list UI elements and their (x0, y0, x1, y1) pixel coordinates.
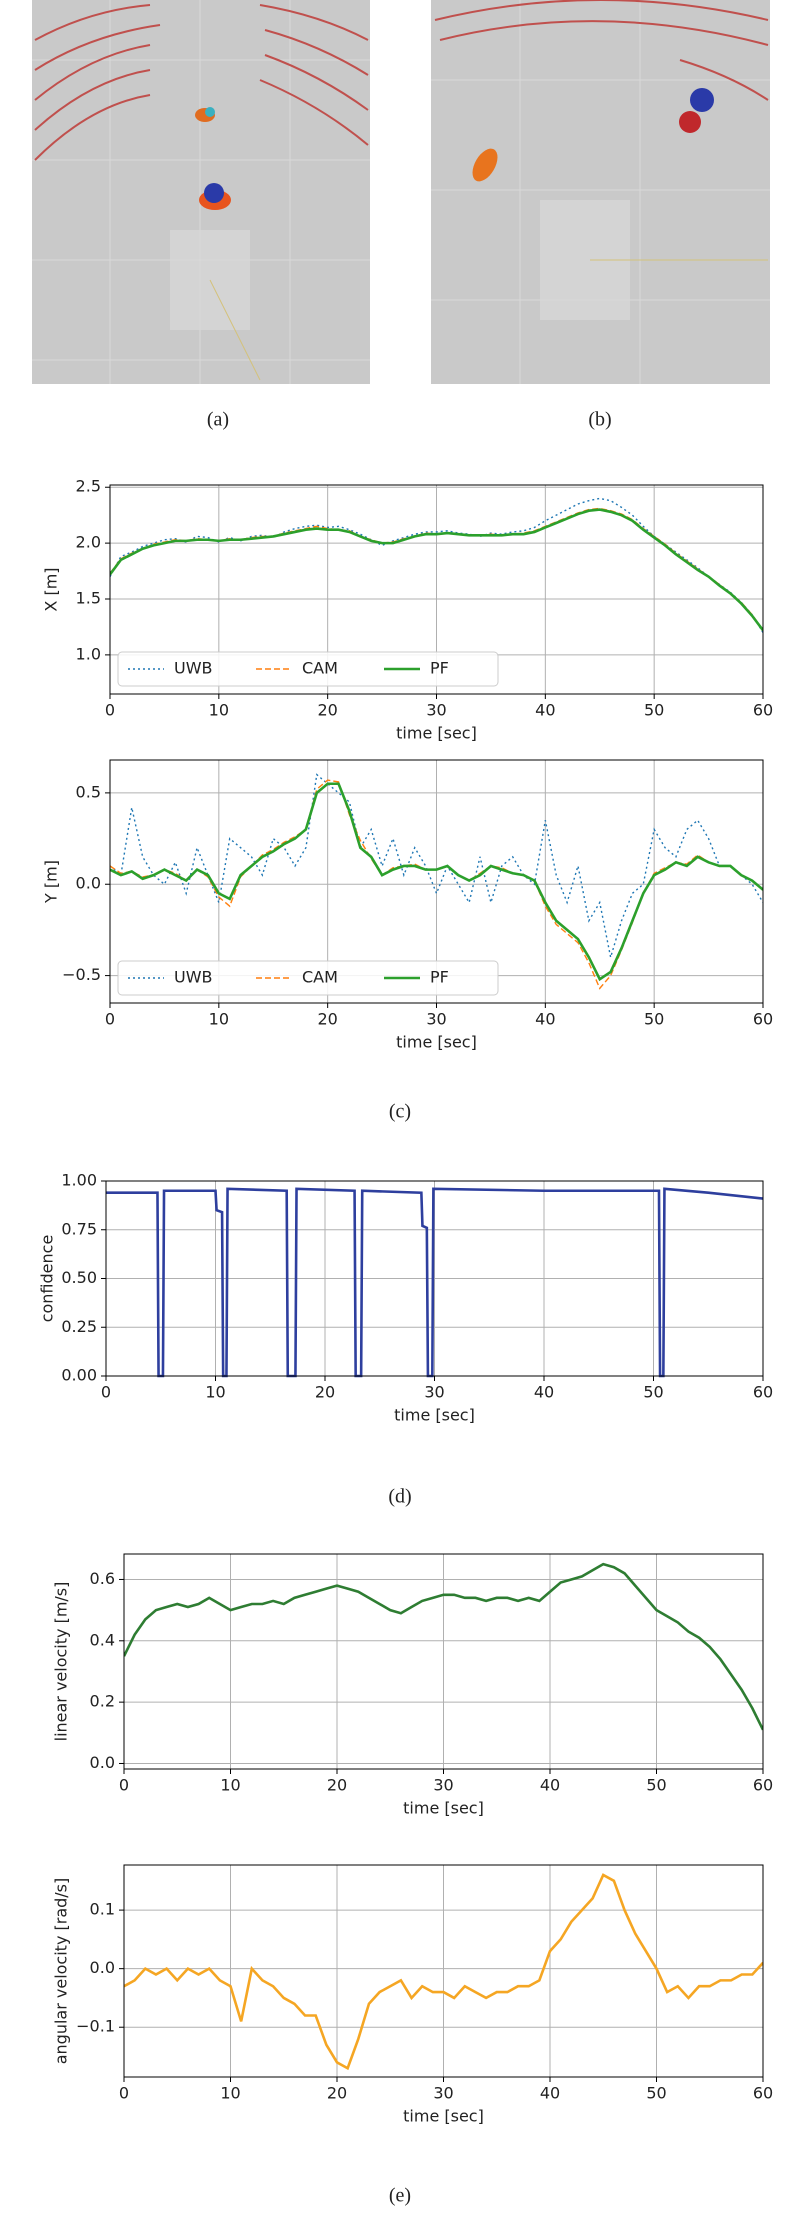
caption: (a) (207, 409, 229, 431)
legend: UWB CAM PF (117, 651, 499, 687)
y-tick-label: 0.0 (90, 1753, 115, 1772)
caption: (e) (389, 2185, 411, 2207)
chart: 0 10 20 30 40 50 60 0.00 0.25 0.50 0.75 1.00 time [s… (38, 1171, 774, 1425)
caption: (d) (388, 1486, 411, 1508)
legend-box (117, 651, 499, 687)
data-line (106, 1187, 763, 1378)
legend-label: UWB (174, 659, 213, 678)
x-axis-label: time [sec] (394, 1406, 475, 1425)
y-tick-label: 0.0 (76, 874, 101, 893)
x-tick-label: 40 (540, 2084, 560, 2103)
y-tick-label: 1.00 (61, 1171, 97, 1190)
plot-frame (109, 484, 764, 695)
y-tick-label: 0.00 (61, 1366, 97, 1385)
data-line (110, 773, 763, 958)
plot-frame (105, 1180, 764, 1377)
plot-frame (109, 759, 764, 1004)
y-tick-label: 0.4 (90, 1630, 115, 1649)
x-axis-label: time [sec] (403, 2107, 484, 2126)
y-tick-label: 0.75 (61, 1219, 97, 1238)
y-axis-label: X [m] (42, 567, 61, 611)
x-tick-label: 30 (433, 2084, 453, 2103)
caption: (c) (389, 1101, 411, 1123)
x-tick-label: 50 (643, 1383, 663, 1402)
x-tick-label: 20 (315, 1383, 335, 1402)
x-tick-label: 10 (205, 1383, 225, 1402)
legend: UWB CAM PF (117, 960, 499, 996)
y-tick-label: −0.1 (76, 2017, 115, 2036)
legend-label: PF (430, 968, 449, 987)
x-tick-label: 10 (220, 1776, 240, 1795)
photo-b (431, 0, 770, 384)
x-tick-label: 50 (644, 1010, 664, 1029)
y-axis-label: linear velocity [m/s] (52, 1582, 71, 1742)
x-tick-label: 30 (433, 1776, 453, 1795)
x-tick-label: 60 (753, 1776, 773, 1795)
x-tick-label: 0 (105, 701, 115, 720)
photo-a (32, 0, 370, 384)
x-tick-label: 40 (540, 1776, 560, 1795)
x-tick-label: 60 (753, 1383, 773, 1402)
x-tick-label: 40 (534, 1383, 554, 1402)
x-tick-label: 10 (209, 1010, 229, 1029)
x-tick-label: 0 (119, 2084, 129, 2103)
plot-frame (123, 1864, 764, 2078)
y-tick-label: −0.5 (62, 965, 101, 984)
x-tick-label: 30 (426, 1010, 446, 1029)
chart: 0 10 20 30 40 50 60 1.0 1.5 2.0 2.5 time [sec] X [m]… (42, 477, 774, 743)
x-tick-label: 10 (209, 701, 229, 720)
legend-label: CAM (302, 968, 338, 987)
x-tick-label: 10 (220, 2084, 240, 2103)
chart: 0 10 20 30 40 50 60 −0.5 0.0 0.5 time [sec] Y [m] UW… (42, 759, 773, 1052)
x-axis-label: time [sec] (396, 724, 477, 743)
x-tick-label: 20 (327, 1776, 347, 1795)
legend-label: PF (430, 659, 449, 678)
x-tick-label: 20 (327, 2084, 347, 2103)
y-tick-label: 0.25 (61, 1317, 97, 1336)
x-tick-label: 20 (317, 701, 337, 720)
y-axis-label: confidence (38, 1235, 57, 1323)
x-tick-label: 0 (105, 1010, 115, 1029)
y-tick-label: 0.50 (61, 1268, 97, 1287)
x-tick-label: 60 (753, 701, 773, 720)
legend-label: UWB (174, 968, 213, 987)
chart: 0 10 20 30 40 50 60 0.0 0.2 0.4 0.6 time [sec] linea… (52, 1553, 773, 1818)
data-line (110, 782, 763, 982)
chart: 0 10 20 30 40 50 60 −0.1 0.0 0.1 time [sec] angular… (52, 1864, 773, 2126)
y-tick-label: 1.5 (76, 589, 101, 608)
x-tick-label: 40 (535, 1010, 555, 1029)
data-line (110, 508, 763, 632)
x-tick-label: 50 (644, 701, 664, 720)
y-tick-label: 0.2 (90, 1692, 115, 1711)
x-tick-label: 60 (753, 1010, 773, 1029)
x-tick-label: 40 (535, 701, 555, 720)
y-tick-label: 2.0 (76, 533, 101, 552)
data-line (124, 1562, 763, 1731)
data-line (124, 1873, 763, 2071)
legend-box (117, 960, 499, 996)
x-axis-label: time [sec] (396, 1033, 477, 1052)
legend-label: CAM (302, 659, 338, 678)
x-axis-label: time [sec] (403, 1799, 484, 1818)
y-tick-label: 0.6 (90, 1569, 115, 1588)
x-tick-label: 20 (317, 1010, 337, 1029)
x-tick-label: 30 (424, 1383, 444, 1402)
y-tick-label: 1.0 (76, 644, 101, 663)
caption: (b) (588, 409, 611, 431)
x-tick-label: 30 (426, 701, 446, 720)
y-tick-label: 2.5 (76, 477, 101, 496)
plot-frame (123, 1553, 764, 1770)
x-tick-label: 0 (101, 1383, 111, 1402)
x-tick-label: 0 (119, 1776, 129, 1795)
x-tick-label: 50 (646, 2084, 666, 2103)
y-axis-label: Y [m] (42, 860, 61, 904)
y-tick-label: 0.1 (90, 1900, 115, 1919)
y-axis-label: angular velocity [rad/s] (52, 1878, 71, 2065)
y-tick-label: 0.5 (76, 782, 101, 801)
x-tick-label: 50 (646, 1776, 666, 1795)
y-tick-label: 0.0 (90, 1958, 115, 1977)
x-tick-label: 60 (753, 2084, 773, 2103)
